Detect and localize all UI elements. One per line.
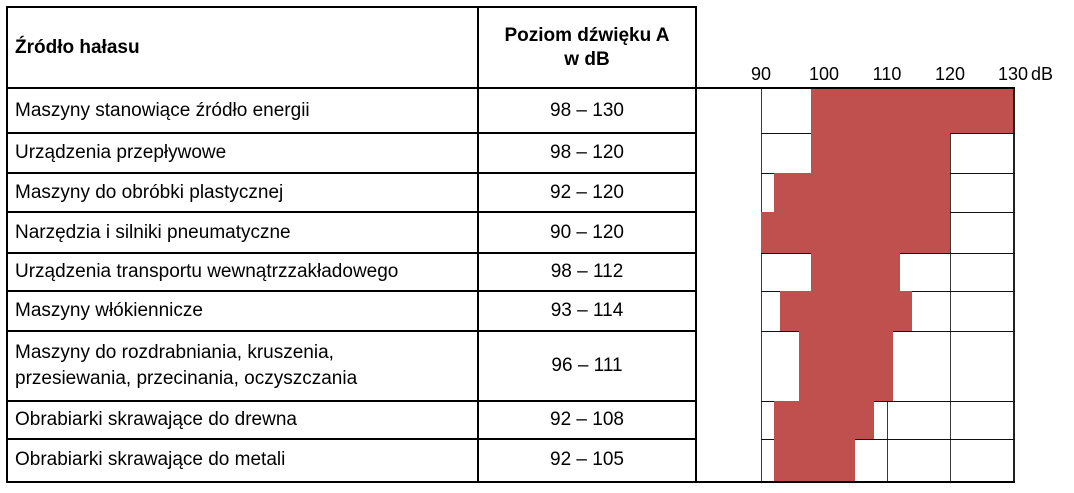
axis-tick-label: 110	[872, 64, 902, 84]
range-bar	[811, 253, 900, 291]
chart-row-line	[761, 401, 1015, 402]
range-bar	[798, 331, 894, 401]
row-separator-line	[8, 290, 695, 292]
source-column-header: Źródło hałasu	[15, 36, 140, 58]
header-bottom-line	[6, 87, 1015, 89]
range-bar	[773, 439, 856, 481]
source-cell: Maszyny stanowiące źródło energii	[15, 100, 310, 121]
range-bar	[811, 89, 1013, 133]
row-separator-line	[8, 252, 695, 254]
range-cell: 92 – 105	[550, 449, 624, 470]
source-cell: Narzędzia i silniki pneumatyczne	[15, 221, 291, 243]
row-separator-line	[8, 438, 695, 440]
source-cell: Maszyny do rozdrabniania, kruszenia, prz…	[15, 342, 358, 389]
range-cell: 98 – 112	[550, 261, 624, 282]
range-cell: 92 – 108	[550, 409, 624, 430]
range-bar	[811, 133, 950, 173]
source-cell: Obrabiarki skrawające do metali	[15, 449, 286, 470]
source-cell: Maszyny do obróbki plastycznej	[15, 181, 284, 203]
source-cell: Urządzenia transportu wewnątrzzakładoweg…	[15, 261, 399, 282]
range-bar	[761, 212, 950, 253]
row-separator-line	[8, 400, 695, 402]
range-cell: 96 – 111	[551, 355, 623, 376]
chart-gridline-90	[761, 88, 762, 483]
column-divider	[477, 8, 479, 481]
table-bottom-line	[6, 481, 1015, 483]
row-separator-line	[8, 330, 695, 332]
range-bar	[779, 291, 913, 331]
axis-tick-label: 90	[750, 64, 772, 84]
chart-row-line	[761, 439, 1015, 440]
chart-gridline-120	[950, 88, 951, 483]
row-separator-line	[8, 132, 695, 134]
row-separator-line	[8, 211, 695, 213]
range-cell: 92 – 120	[550, 181, 624, 203]
row-separator-line	[8, 172, 695, 174]
axis-tick-label: 120	[934, 64, 966, 84]
axis-unit-label: dB	[1031, 64, 1054, 84]
level-column-header: Poziom dźwięku A w dB	[504, 24, 670, 70]
source-cell: Maszyny włókiennicze	[15, 300, 203, 321]
source-cell: Urządzenia przepływowe	[15, 142, 227, 163]
axis-tick-label: 130	[997, 64, 1029, 84]
range-cell: 90 – 120	[550, 221, 624, 243]
range-cell: 98 – 120	[550, 142, 624, 163]
range-cell: 93 – 114	[550, 300, 624, 321]
range-bar	[773, 401, 875, 439]
source-cell: Obrabiarki skrawające do drewna	[15, 409, 297, 430]
axis-tick-label: 100	[808, 64, 840, 84]
range-bar	[773, 173, 950, 212]
range-cell: 98 – 130	[550, 100, 624, 121]
chart-gridline-130	[1013, 88, 1015, 483]
